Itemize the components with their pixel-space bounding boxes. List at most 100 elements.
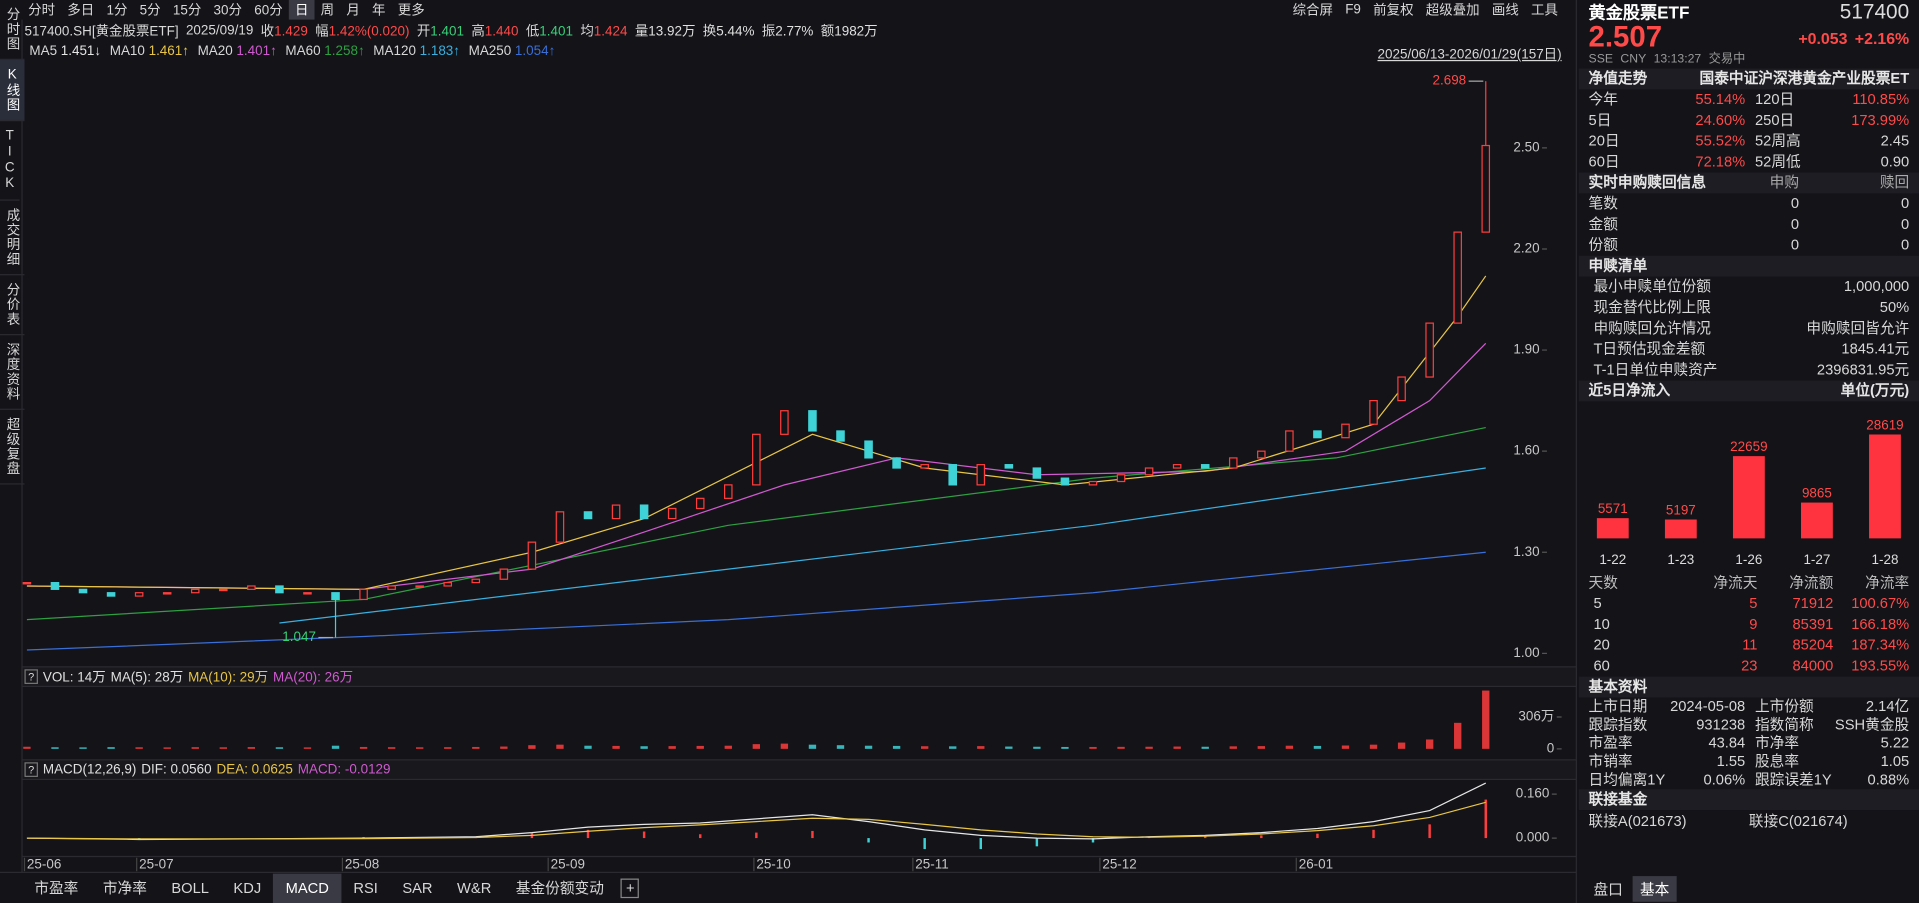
candle (695, 497, 705, 510)
inflow-bar (1596, 518, 1629, 539)
period-tab[interactable]: 5分 (139, 3, 161, 19)
side-tab[interactable]: 分时图 (0, 0, 25, 60)
realtime-cell: 0 (1790, 236, 1800, 254)
date-range[interactable]: 2025/06/13-2026/01/29(157日) (1377, 47, 1562, 63)
category-label: 1-28 (1872, 552, 1899, 567)
indicator-tab[interactable]: MACD (273, 873, 342, 903)
basic-cell: 0.88% (1867, 770, 1910, 788)
side-tab[interactable]: 分价表 (0, 275, 25, 336)
value-label: 5197 (1666, 503, 1696, 518)
link-fund[interactable]: 联接A(021673) (1588, 812, 1687, 830)
volume-bar (1425, 739, 1434, 749)
ma-label: MA120 (373, 44, 416, 59)
basic-cell: 指数简称 (1755, 715, 1814, 733)
x-tick-label: 25-07 (139, 857, 173, 872)
help-icon[interactable]: ? (24, 762, 38, 777)
change: +0.053 +2.16% (1798, 29, 1909, 47)
panel-row: 上市日期 2024-05-08 上市份额 2.14亿 (1579, 697, 1919, 715)
candle (1228, 457, 1238, 469)
period-tab[interactable]: 更多 (397, 3, 425, 19)
volume-bar (1201, 746, 1209, 749)
date: 2025/09/19 (185, 23, 254, 38)
volume-bar (977, 746, 985, 749)
volume-bar (556, 744, 564, 749)
candle (1453, 231, 1462, 324)
info-field: 均1.424 (580, 21, 627, 41)
nav-cell: 20日 (1588, 132, 1620, 150)
indicator-tab[interactable]: SAR (402, 879, 433, 897)
nav-cell: 60日 (1588, 152, 1620, 171)
period-tab[interactable]: 分时 (28, 3, 56, 19)
side-tab[interactable]: TICK (0, 121, 20, 201)
indicator-tab[interactable]: BOLL (171, 879, 209, 897)
panel-row: 10 9 85391 166.18% (1579, 614, 1919, 635)
indicator-tab[interactable]: 市净率 (102, 879, 147, 897)
tool-button[interactable]: 画线 (1491, 3, 1519, 19)
candle (1397, 376, 1406, 402)
side-tab[interactable]: 超级复盘 (0, 410, 25, 485)
add-tab[interactable]: + (621, 878, 640, 899)
y-tick-label: 0.160 (1516, 786, 1550, 801)
side-tab[interactable]: 深度资料 (0, 335, 25, 410)
list-cell: 最小申赎单位份额 (1593, 277, 1711, 295)
x-tick-label: 25-09 (551, 857, 585, 872)
panel-row: 日均偏离1Y 0.06% 跟踪误差1Y 0.88% (1579, 771, 1919, 789)
y-tick-label: 1.90 (1513, 342, 1539, 357)
volume-bar (303, 747, 312, 749)
volume-legend: MA(5): 28万 (110, 670, 184, 686)
ma-value: 1.258↑ (324, 44, 365, 59)
side-tab[interactable]: K线图 (0, 59, 25, 122)
period-tab[interactable]: 1分 (106, 3, 128, 19)
x-tick-label: 25-10 (756, 857, 790, 872)
tool-button[interactable]: 工具 (1531, 3, 1558, 19)
indicator-tab[interactable]: RSI (353, 879, 378, 897)
tool-button[interactable]: 综合屏 (1292, 3, 1333, 19)
ma-value: 1.183↑ (419, 44, 461, 59)
panel-tab[interactable]: 基本 (1632, 875, 1677, 902)
candle (864, 440, 873, 459)
realtime-cell: 金额 (1588, 215, 1618, 233)
nav-cell: 0.90 (1880, 152, 1910, 171)
realtime-cell: 笔数 (1588, 194, 1618, 212)
period-tab[interactable]: 日 (288, 0, 315, 20)
indicator-tabs: 市盈率 市净率 BOLL KDJ MACD RSI SAR W&R 基金份额变动 + (22, 873, 640, 903)
side-tab[interactable]: 成交明细 (0, 201, 25, 276)
indicator-tab[interactable]: 基金份额变动 (515, 879, 604, 897)
tool-button[interactable]: F9 (1345, 2, 1361, 18)
candle (892, 457, 901, 469)
realtime-cell: 0 (1901, 236, 1910, 254)
volume-bar (79, 747, 87, 749)
flow-cell: 85204 (1792, 636, 1834, 654)
candle (331, 592, 340, 601)
panel-tab[interactable]: 盘口 (1593, 880, 1623, 898)
period-tab[interactable]: 多日 (67, 3, 95, 19)
info-line: 517400.SH[黄金股票ETF] 2025/09/19 收1.429 幅1.4… (24, 21, 877, 41)
volume-bar (1313, 745, 1322, 749)
tool-button[interactable]: 前复权 (1373, 3, 1414, 19)
indicator-tab[interactable]: KDJ (233, 879, 262, 897)
volume-bar (752, 744, 761, 749)
help-icon[interactable]: ? (24, 669, 38, 684)
basic-cell: 0.06% (1703, 770, 1746, 788)
field-value: 1.440 (484, 24, 519, 40)
period-tab[interactable]: 60分 (254, 3, 283, 19)
field-label: 开 (416, 24, 431, 40)
period-tab[interactable]: 30分 (213, 3, 243, 19)
category-label: 1-22 (1599, 552, 1626, 567)
volume-bar (1061, 746, 1069, 749)
indicator-tab[interactable]: 市盈率 (34, 879, 79, 897)
tool-button[interactable]: 超级叠加 (1425, 3, 1480, 19)
period-tab[interactable]: 年 (372, 3, 386, 19)
indicator-tab[interactable]: W&R (457, 879, 492, 897)
volume-legend: MA(10): 29万 (188, 670, 269, 686)
volume-bar (864, 745, 873, 749)
candle (1257, 450, 1266, 459)
volume-header: ? VOL: 14万 MA(5): 28万 MA(10): 29万 MA(20): 26… (24, 668, 353, 685)
period-tab[interactable]: 15分 (172, 3, 202, 19)
period-tab[interactable]: 月 (346, 3, 360, 19)
value-label: 9865 (1802, 486, 1832, 501)
volume-bar (780, 743, 789, 749)
period-tab[interactable]: 周 (320, 3, 335, 19)
link-fund[interactable]: 联接C(021674) (1748, 812, 1848, 830)
candle (275, 585, 284, 594)
